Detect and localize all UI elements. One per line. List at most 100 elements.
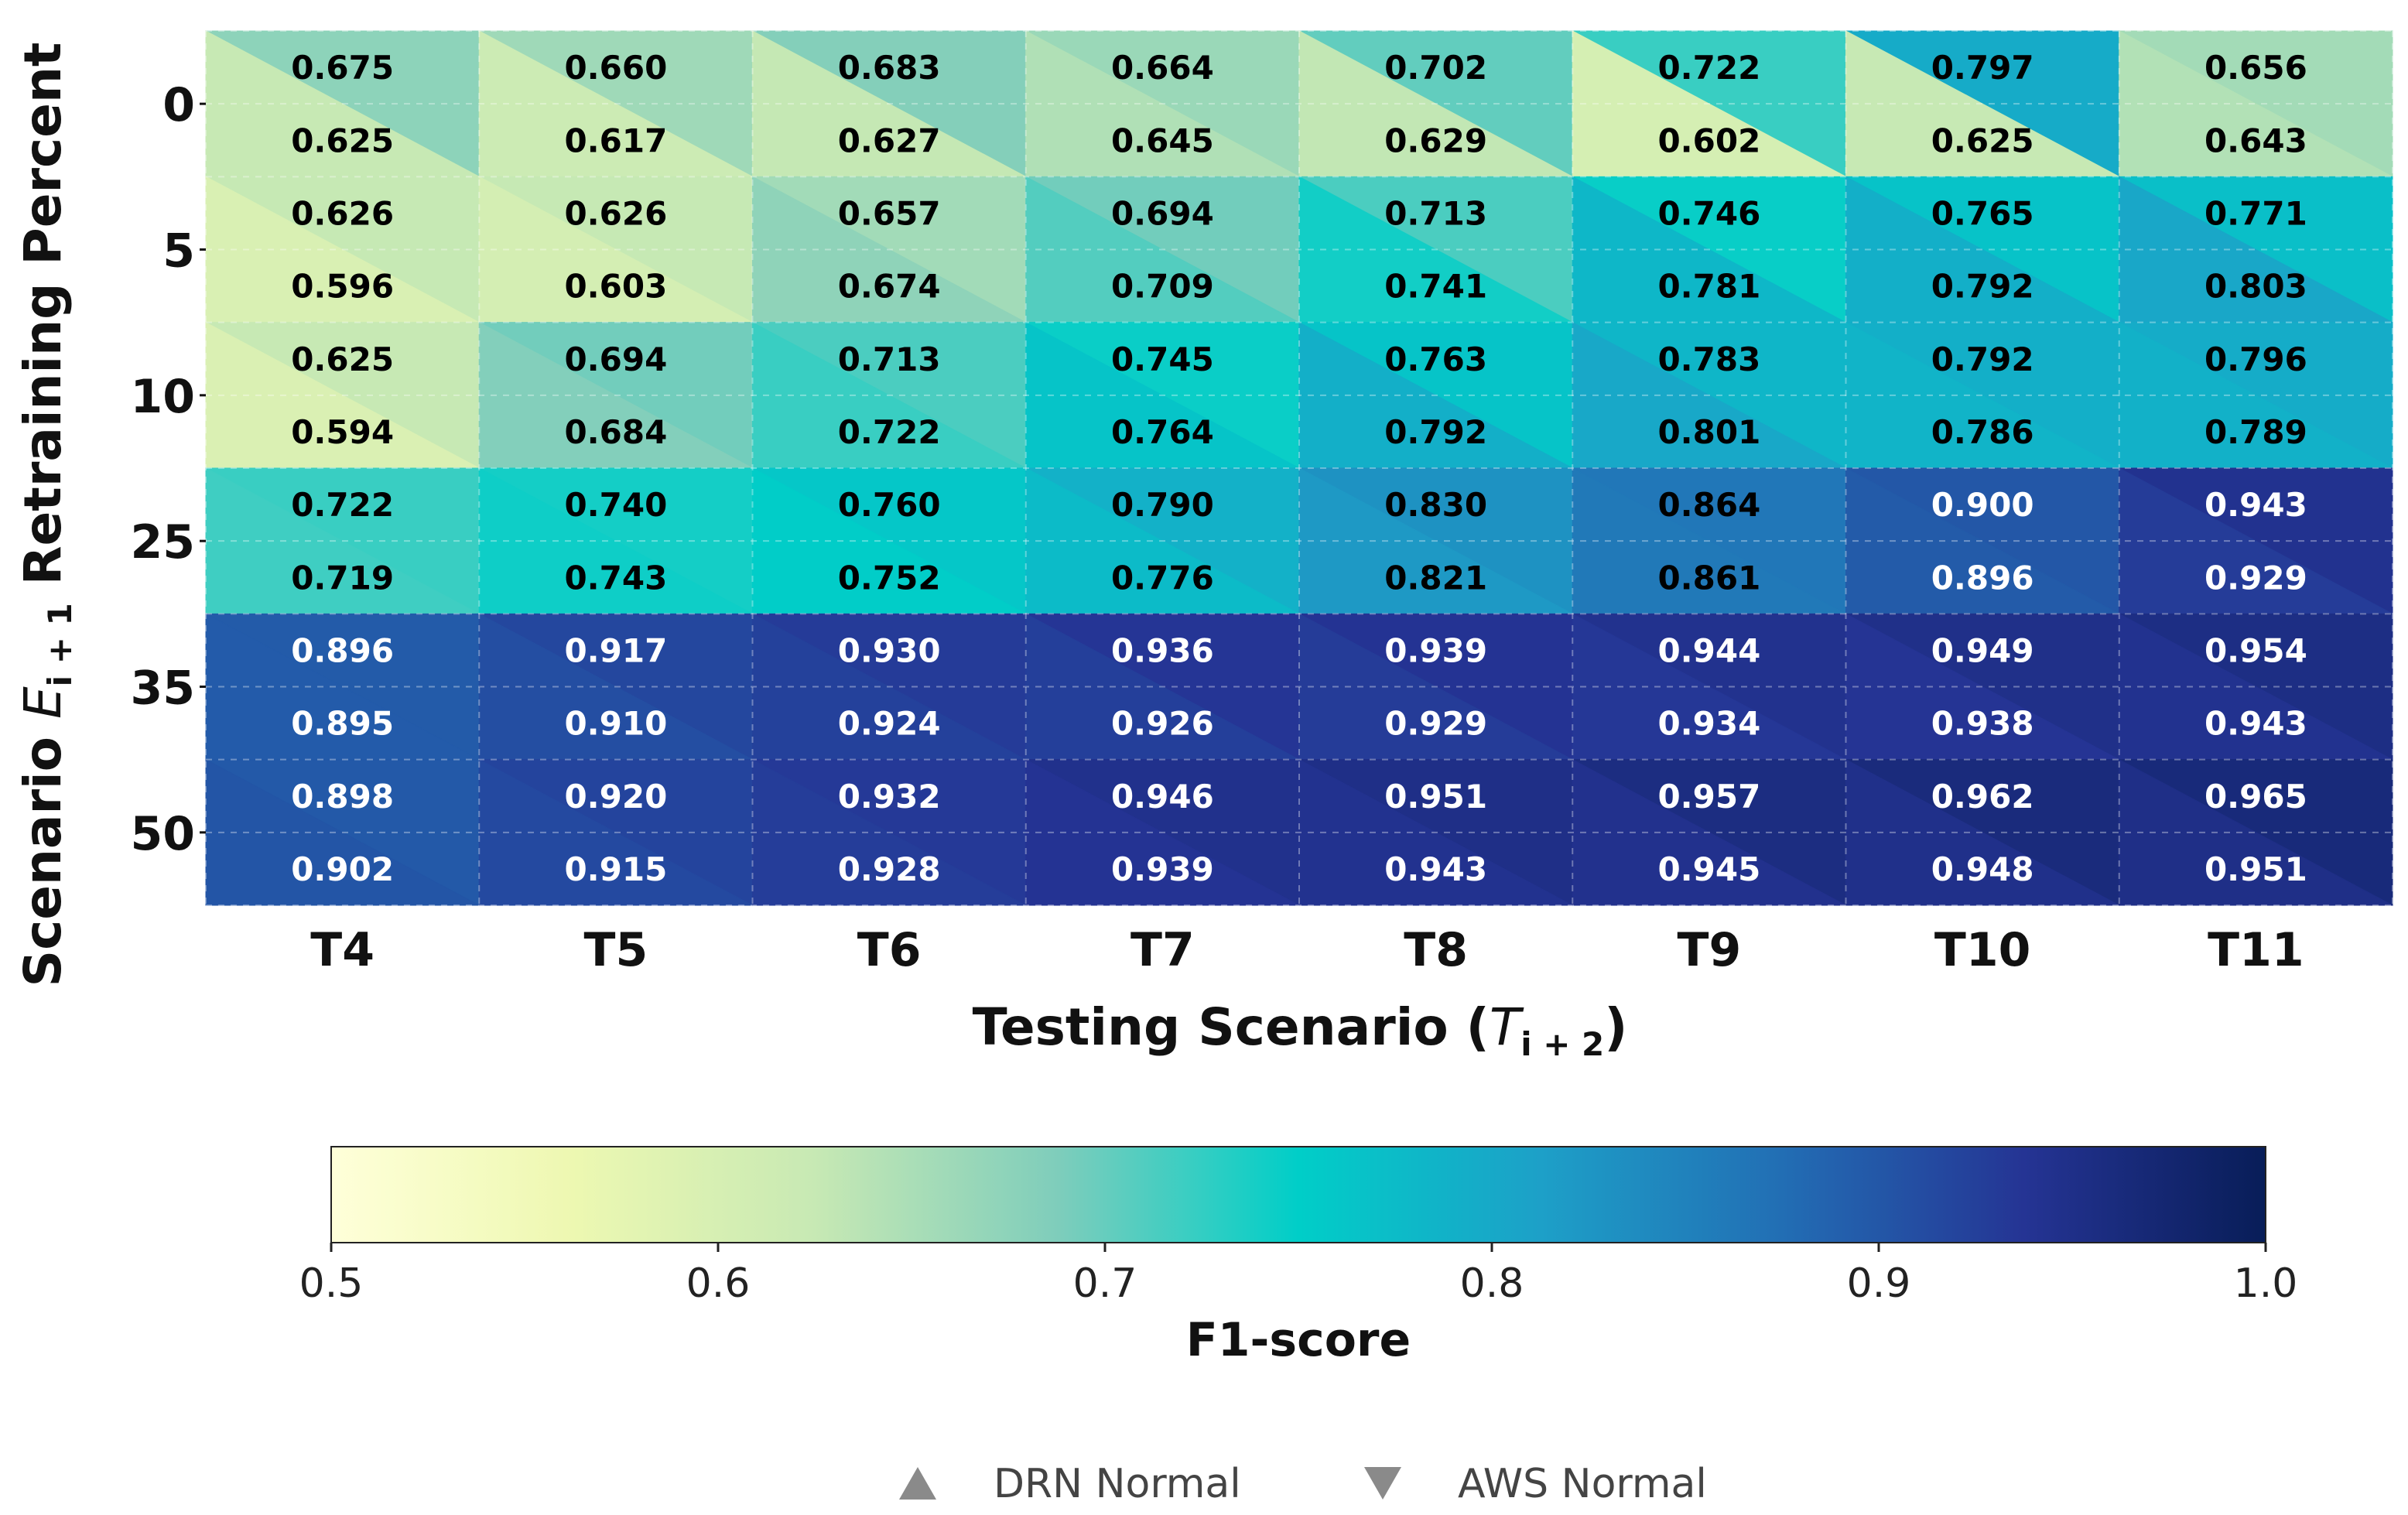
value-label-lower: 0.617 (564, 121, 667, 159)
cell-lower-T8-50 (1298, 758, 1573, 906)
value-label-lower: 0.674 (838, 268, 941, 306)
value-label-upper: 0.930 (838, 631, 941, 669)
value-label-upper: 0.660 (564, 49, 667, 87)
value-label-lower: 0.625 (291, 121, 394, 159)
x-tick-label: T4 (310, 923, 375, 977)
value-label-upper: 0.694 (564, 340, 667, 378)
value-label-lower: 0.792 (1931, 268, 2034, 306)
heatmap-cells (205, 30, 2393, 906)
value-label-lower: 0.786 (1931, 413, 2034, 451)
value-label-lower: 0.861 (1657, 559, 1760, 597)
colorbar-tick-label: 0.6 (686, 1260, 751, 1307)
value-label-upper: 0.713 (838, 340, 941, 378)
value-label-upper: 0.936 (1111, 631, 1214, 669)
value-label-lower: 0.821 (1384, 559, 1487, 597)
value-label-lower: 0.684 (564, 413, 667, 451)
value-label-upper: 0.763 (1384, 340, 1487, 378)
value-label-lower: 0.895 (291, 705, 394, 743)
value-label-lower: 0.948 (1931, 850, 2034, 888)
value-label-lower: 0.629 (1384, 121, 1487, 159)
value-label-upper: 0.944 (1657, 631, 1760, 669)
value-label-lower: 0.789 (2204, 413, 2307, 451)
value-label-lower: 0.752 (838, 559, 941, 597)
x-tick-label: T9 (1678, 923, 1742, 977)
y-tick-label: 0 (162, 78, 195, 132)
colorbar-title: F1-score (1186, 1313, 1411, 1367)
value-label-lower: 0.902 (291, 850, 394, 888)
colorbar-ticks: 0.5 0.6 0.7 0.8 0.9 1.0 (299, 1243, 2298, 1307)
cell-lower-T10-50 (1845, 758, 2119, 906)
colorbar-tick-label: 0.7 (1073, 1260, 1137, 1307)
cell-lower-T5-50 (478, 758, 753, 906)
value-label-lower: 0.910 (564, 705, 667, 743)
value-label-upper: 0.722 (1657, 49, 1760, 87)
y-tick-labels: 0 5 10 25 35 50 (131, 78, 206, 861)
cell-lower-T9-50 (1572, 758, 1846, 906)
y-tick-label: 25 (131, 515, 196, 569)
value-label-upper: 0.954 (2204, 631, 2307, 669)
cell-lower-T11-50 (2119, 758, 2393, 906)
value-label-lower: 0.596 (291, 268, 394, 306)
value-label-lower: 0.594 (291, 413, 394, 451)
value-label-upper: 0.949 (1931, 631, 2034, 669)
y-tick-label: 5 (162, 224, 195, 279)
value-label-lower: 0.776 (1111, 559, 1214, 597)
y-axis-title: Scenario Ei + 1 Retraining Percent (13, 43, 79, 987)
legend-marker-aws-normal (1364, 1467, 1401, 1500)
value-label-upper: 0.796 (2204, 340, 2307, 378)
value-label-lower: 0.645 (1111, 121, 1214, 159)
colorbar-tick-label: 0.8 (1460, 1260, 1524, 1307)
value-label-lower: 0.764 (1111, 413, 1214, 451)
value-label-lower: 0.929 (1384, 705, 1487, 743)
value-label-lower: 0.781 (1657, 268, 1760, 306)
value-label-lower: 0.643 (2204, 121, 2307, 159)
x-tick-label: T7 (1130, 923, 1195, 977)
value-label-lower: 0.801 (1657, 413, 1760, 451)
value-label-upper: 0.657 (838, 194, 941, 232)
value-label-upper: 0.932 (838, 778, 941, 816)
value-label-upper: 0.790 (1111, 486, 1214, 524)
value-label-upper: 0.917 (564, 631, 667, 669)
y-tick-label: 35 (131, 662, 196, 716)
legend-label-drn-normal: DRN Normal (994, 1461, 1241, 1507)
value-label-upper: 0.683 (838, 49, 941, 87)
legend-marker-drn-normal (899, 1467, 936, 1500)
value-label-upper: 0.957 (1657, 778, 1760, 816)
y-tick-label: 50 (131, 807, 196, 861)
value-label-lower: 0.722 (838, 413, 941, 451)
value-label-lower: 0.915 (564, 850, 667, 888)
value-label-lower: 0.625 (1931, 121, 2034, 159)
value-label-lower: 0.627 (838, 121, 941, 159)
value-label-lower: 0.719 (291, 559, 394, 597)
cell-value-labels: 0.675 0.625 0.660 0.617 0.683 0.627 0.664 0.645… (291, 49, 2307, 888)
value-label-upper: 0.943 (2204, 486, 2307, 524)
value-label-upper: 0.939 (1384, 631, 1487, 669)
value-label-lower: 0.945 (1657, 850, 1760, 888)
value-label-lower: 0.938 (1931, 705, 2034, 743)
colorbar-tick-label: 0.9 (1847, 1260, 1911, 1307)
value-label-lower: 0.929 (2204, 559, 2307, 597)
value-label-lower: 0.709 (1111, 268, 1214, 306)
legend-label-aws-normal: AWS Normal (1458, 1461, 1707, 1507)
value-label-upper: 0.951 (1384, 778, 1487, 816)
value-label-upper: 0.760 (838, 486, 941, 524)
value-label-lower: 0.924 (838, 705, 941, 743)
value-label-upper: 0.713 (1384, 194, 1487, 232)
value-label-upper: 0.900 (1931, 486, 2034, 524)
value-label-upper: 0.920 (564, 778, 667, 816)
value-label-upper: 0.962 (1931, 778, 2034, 816)
value-label-lower: 0.896 (1931, 559, 2034, 597)
colorbar (330, 1146, 2266, 1243)
value-label-upper: 0.797 (1931, 49, 2034, 87)
value-label-lower: 0.934 (1657, 705, 1760, 743)
value-label-lower: 0.928 (838, 850, 941, 888)
value-label-upper: 0.765 (1931, 194, 2034, 232)
value-label-upper: 0.625 (291, 340, 394, 378)
value-label-upper: 0.722 (291, 486, 394, 524)
value-label-lower: 0.926 (1111, 705, 1214, 743)
colorbar-tick-label: 1.0 (2234, 1260, 2298, 1307)
value-label-upper: 0.675 (291, 49, 394, 87)
value-label-upper: 0.792 (1931, 340, 2034, 378)
value-label-lower: 0.943 (1384, 850, 1487, 888)
cell-lower-T6-50 (752, 758, 1026, 906)
